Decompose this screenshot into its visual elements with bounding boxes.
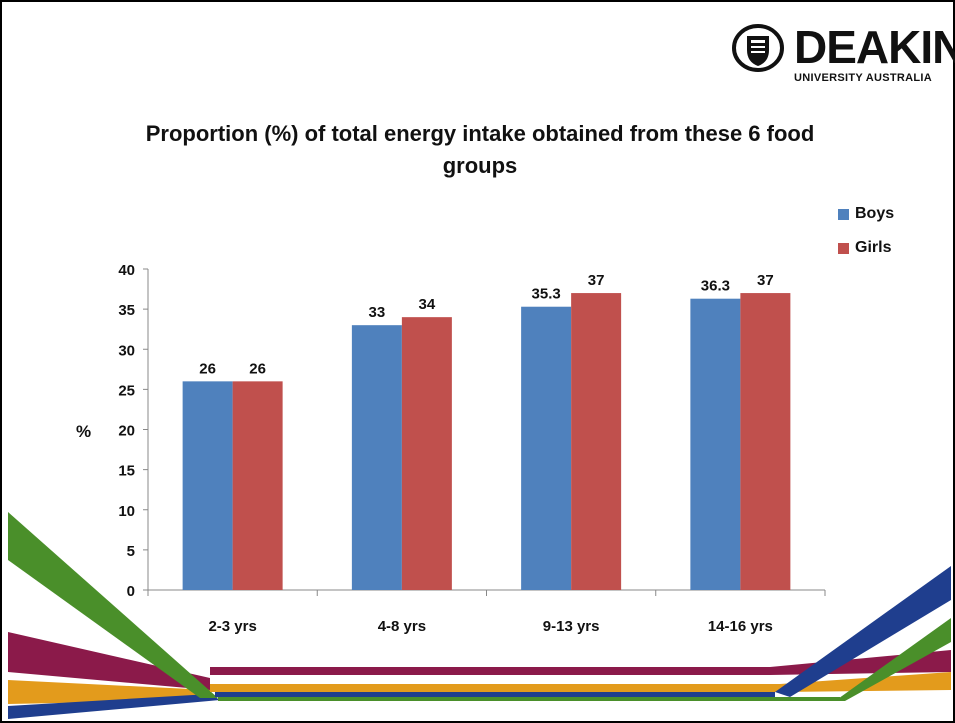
logo-subtitle: UNIVERSITY AUSTRALIA xyxy=(794,72,933,84)
data-label: 26 xyxy=(249,360,266,377)
legend-swatch-boys xyxy=(838,208,849,220)
legend-item-girls: Girls xyxy=(838,231,894,265)
bar-girls xyxy=(571,293,622,590)
bar-boys xyxy=(182,381,233,590)
y-tick-label: 0 xyxy=(127,583,135,600)
y-tick-label: 5 xyxy=(127,543,135,560)
bar-girls xyxy=(401,317,452,590)
bar-boys xyxy=(351,325,402,590)
bar-girls xyxy=(740,293,791,590)
data-label: 26 xyxy=(199,360,216,377)
x-tick-label: 2-3 yrs xyxy=(208,618,256,635)
y-tick-label: 35 xyxy=(118,302,135,319)
x-tick-label: 14-16 yrs xyxy=(708,618,773,635)
y-tick-label: 10 xyxy=(118,503,135,520)
bar-girls xyxy=(232,381,283,590)
x-tick-label: 4-8 yrs xyxy=(378,618,426,635)
y-axis-label: % xyxy=(76,422,92,441)
data-label: 35.3 xyxy=(532,286,561,303)
crest-icon xyxy=(732,24,784,72)
y-tick-label: 15 xyxy=(118,463,135,480)
bar-boys xyxy=(521,306,572,590)
x-tick-label: 9-13 yrs xyxy=(543,618,600,635)
legend-swatch-girls xyxy=(838,242,849,254)
y-tick-label: 20 xyxy=(118,423,135,440)
y-tick-label: 40 xyxy=(118,262,135,279)
data-label: 37 xyxy=(757,272,774,289)
data-label: 36.3 xyxy=(701,278,730,295)
deakin-logo: DEAKIN UNIVERSITY AUSTRALIA xyxy=(732,21,955,100)
bar-boys xyxy=(690,298,741,590)
data-label: 34 xyxy=(419,296,436,313)
chart-title: Proportion (%) of total energy intake ob… xyxy=(145,121,815,178)
legend-label-girls: Girls xyxy=(855,239,892,256)
chart-legend: Boys Girls xyxy=(838,197,894,265)
legend-item-boys: Boys xyxy=(838,197,894,231)
y-tick-label: 25 xyxy=(118,382,135,399)
legend-label-boys: Boys xyxy=(855,205,895,222)
logo-wordmark: DEAKIN xyxy=(794,21,955,73)
data-label: 37 xyxy=(588,272,605,289)
y-tick-label: 30 xyxy=(118,342,135,359)
data-label: 33 xyxy=(369,304,386,321)
